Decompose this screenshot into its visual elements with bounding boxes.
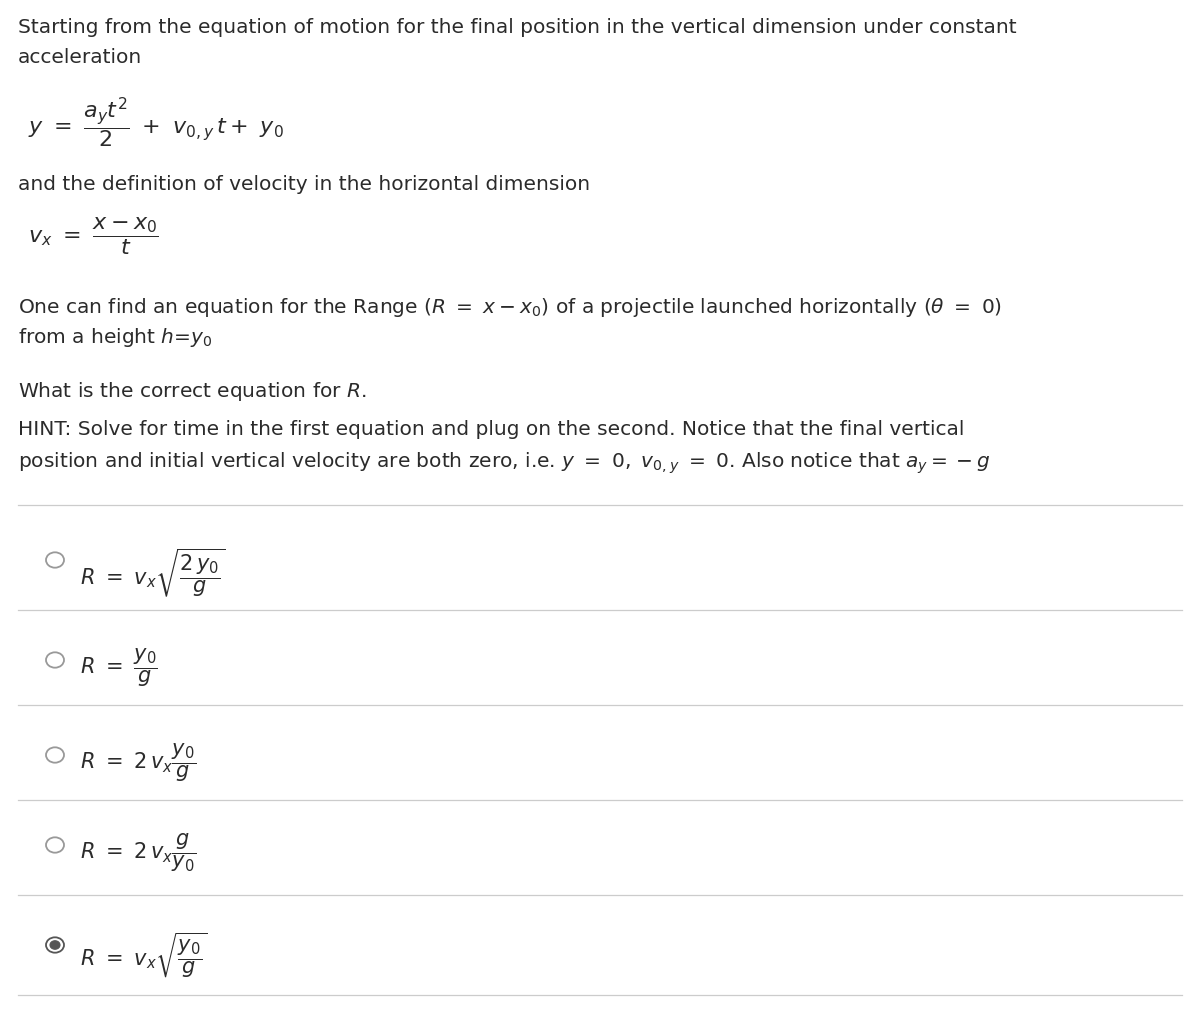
Text: and the definition of velocity in the horizontal dimension: and the definition of velocity in the ho… <box>18 175 590 194</box>
Text: $R \ = \ v_x\sqrt{\dfrac{y_0}{g}}$: $R \ = \ v_x\sqrt{\dfrac{y_0}{g}}$ <box>80 931 208 980</box>
Text: Starting from the equation of motion for the final position in the vertical dime: Starting from the equation of motion for… <box>18 18 1016 37</box>
Circle shape <box>50 941 60 949</box>
Text: $R \ = \ \dfrac{y_0}{g}$: $R \ = \ \dfrac{y_0}{g}$ <box>80 646 158 688</box>
Text: position and initial vertical velocity are both zero, i.e. $y \ = \ 0,\ v_{0,y} : position and initial vertical velocity a… <box>18 450 990 475</box>
Text: from a height $h$=$y_0$: from a height $h$=$y_0$ <box>18 326 212 349</box>
Text: $R \ = \ v_x\sqrt{\dfrac{2\,y_0}{g}}$: $R \ = \ v_x\sqrt{\dfrac{2\,y_0}{g}}$ <box>80 546 226 599</box>
Text: What is the correct equation for $R$.: What is the correct equation for $R$. <box>18 380 366 403</box>
Text: HINT: Solve for time in the first equation and plug on the second. Notice that t: HINT: Solve for time in the first equati… <box>18 420 965 439</box>
Text: $y \ = \ \dfrac{a_y t^2}{2} \ + \ v_{0,y}\, t + \ y_0$: $y \ = \ \dfrac{a_y t^2}{2} \ + \ v_{0,y… <box>28 95 283 150</box>
Text: One can find an equation for the Range ($R \ = \ x - x_0$) of a projectile launc: One can find an equation for the Range (… <box>18 296 1002 319</box>
Text: acceleration: acceleration <box>18 48 143 67</box>
Text: $v_x \ = \ \dfrac{x-x_0}{t}$: $v_x \ = \ \dfrac{x-x_0}{t}$ <box>28 215 158 257</box>
Text: $R \ = \ 2\,v_x\dfrac{g}{y_0}$: $R \ = \ 2\,v_x\dfrac{g}{y_0}$ <box>80 831 197 873</box>
Text: $R \ = \ 2\,v_x\dfrac{y_0}{g}$: $R \ = \ 2\,v_x\dfrac{y_0}{g}$ <box>80 741 197 783</box>
